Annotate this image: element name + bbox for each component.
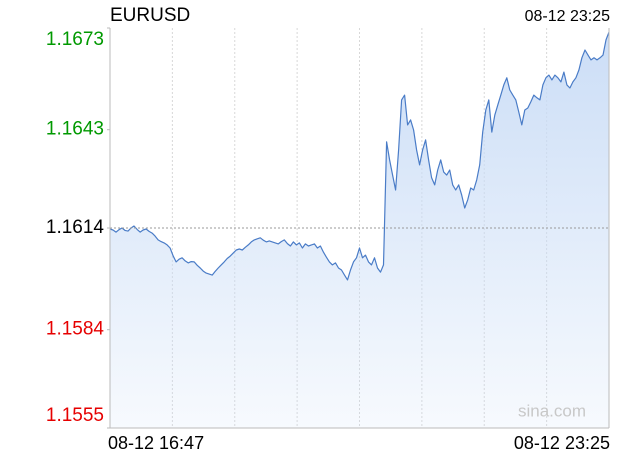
- y-tick-label: 1.1614: [46, 217, 105, 238]
- area: [110, 32, 609, 428]
- price-line: [109, 31, 610, 281]
- y-tick-label: 1.1673: [46, 29, 104, 50]
- x-tick-label: 08-12 23:25: [514, 433, 610, 453]
- chart-title: EURUSD: [110, 5, 190, 26]
- watermark: sina.com: [518, 401, 586, 420]
- x-tick-label: 08-12 16:47: [108, 433, 204, 453]
- y-tick-label: 1.1643: [46, 119, 104, 140]
- y-tick-label: 1.1555: [46, 405, 104, 426]
- timestamp: 08-12 23:25: [525, 8, 611, 25]
- y-tick-label: 1.1584: [46, 319, 105, 340]
